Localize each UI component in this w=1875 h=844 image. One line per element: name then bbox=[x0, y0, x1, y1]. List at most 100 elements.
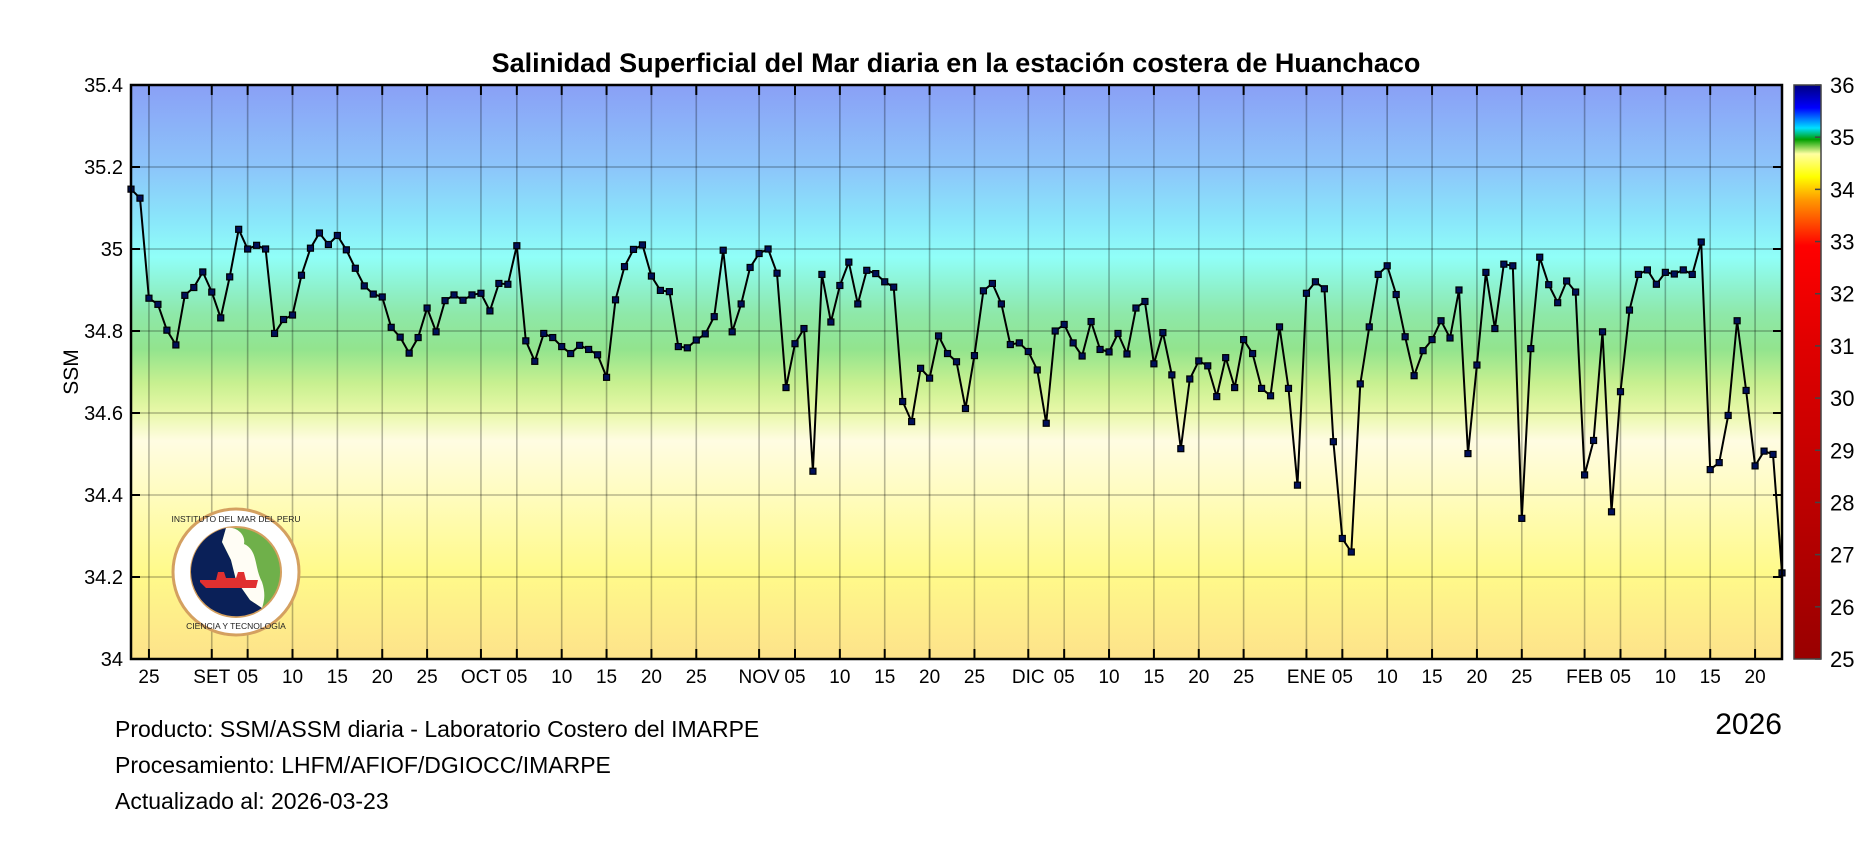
data-point bbox=[1150, 360, 1158, 368]
data-point bbox=[1679, 266, 1687, 274]
data-point bbox=[755, 249, 763, 258]
data-point bbox=[1329, 438, 1337, 446]
x-tick-label: 20 bbox=[641, 667, 662, 688]
x-tick-label: 05 bbox=[1054, 667, 1075, 688]
plot-background bbox=[131, 85, 1782, 659]
data-point bbox=[1293, 481, 1302, 489]
data-point bbox=[154, 300, 162, 308]
data-point bbox=[1446, 334, 1454, 342]
y-tick-label: 34.6 bbox=[84, 403, 123, 425]
data-point bbox=[1563, 277, 1571, 285]
data-point bbox=[1401, 333, 1409, 341]
data-point bbox=[1482, 268, 1490, 276]
colorbar-tick-label: 25 bbox=[1830, 647, 1854, 672]
colorbar-tick-label: 33 bbox=[1830, 230, 1854, 255]
data-point bbox=[1661, 268, 1669, 276]
data-point bbox=[1643, 266, 1652, 274]
data-point bbox=[988, 279, 996, 288]
data-point bbox=[441, 297, 449, 305]
data-point bbox=[342, 246, 350, 254]
data-point bbox=[279, 315, 288, 324]
data-point bbox=[1159, 329, 1167, 337]
colorbar-tick-label: 30 bbox=[1830, 386, 1854, 411]
data-point bbox=[190, 283, 198, 292]
data-point bbox=[845, 258, 853, 266]
data-point bbox=[1715, 459, 1723, 467]
data-point bbox=[1572, 288, 1580, 296]
data-point bbox=[1383, 262, 1391, 270]
data-point bbox=[827, 318, 835, 326]
data-point bbox=[1096, 345, 1104, 354]
data-point bbox=[1087, 317, 1095, 326]
data-point bbox=[1177, 445, 1185, 453]
data-point bbox=[1302, 289, 1311, 297]
data-point bbox=[450, 291, 458, 299]
x-tick-label: SET bbox=[193, 667, 230, 688]
data-point bbox=[360, 282, 368, 290]
data-point bbox=[1240, 336, 1248, 344]
data-point bbox=[1724, 411, 1732, 420]
data-point bbox=[217, 314, 225, 322]
data-point bbox=[728, 328, 736, 336]
y-tick-label: 34 bbox=[101, 649, 123, 671]
data-point bbox=[602, 373, 611, 381]
data-point bbox=[1545, 281, 1553, 289]
x-tick-label: 20 bbox=[1466, 667, 1487, 688]
x-tick-label: NOV bbox=[739, 667, 781, 688]
x-tick-label: OCT bbox=[461, 667, 502, 688]
data-point bbox=[1213, 393, 1221, 401]
data-point bbox=[1042, 419, 1050, 427]
x-tick-label: 05 bbox=[506, 667, 527, 688]
data-point bbox=[208, 288, 216, 296]
data-point bbox=[423, 304, 431, 312]
data-point bbox=[665, 288, 673, 296]
colorbar-tick-label: 36 bbox=[1830, 73, 1854, 98]
data-point bbox=[288, 311, 297, 319]
data-point bbox=[1616, 388, 1625, 396]
x-tick-label: 10 bbox=[282, 667, 303, 688]
x-tick-label: 10 bbox=[829, 667, 850, 688]
x-tick-label: 10 bbox=[1655, 667, 1676, 688]
data-point bbox=[1580, 471, 1589, 479]
y-tick-label: 34.4 bbox=[84, 485, 123, 507]
x-tick-label: 15 bbox=[1143, 667, 1164, 688]
footer-processing: Procesamiento: LHFM/AFIOF/DGIOCC/IMARPE bbox=[115, 752, 611, 778]
data-point bbox=[504, 280, 512, 288]
data-point bbox=[620, 263, 629, 271]
data-point bbox=[333, 231, 341, 240]
x-tick-label: 25 bbox=[417, 667, 438, 688]
data-point bbox=[1652, 280, 1660, 288]
data-point bbox=[611, 296, 620, 304]
y-tick-label: 35.4 bbox=[84, 75, 123, 97]
x-tick-label: 25 bbox=[138, 667, 159, 688]
data-point bbox=[737, 300, 745, 308]
data-point bbox=[1231, 383, 1239, 392]
data-point bbox=[558, 342, 566, 351]
colorbar bbox=[1793, 84, 1822, 660]
data-point bbox=[1374, 270, 1382, 279]
data-point bbox=[1473, 361, 1481, 369]
data-point bbox=[1195, 357, 1203, 365]
data-point bbox=[1123, 350, 1131, 358]
data-point bbox=[1742, 386, 1750, 395]
data-point bbox=[315, 229, 324, 237]
data-point bbox=[1006, 340, 1014, 349]
data-point bbox=[701, 330, 709, 338]
data-point bbox=[414, 333, 422, 342]
data-markers bbox=[127, 185, 1786, 577]
data-point bbox=[513, 242, 521, 250]
data-point bbox=[952, 358, 961, 366]
data-point bbox=[567, 349, 575, 358]
data-point bbox=[782, 383, 790, 392]
x-tick-label: 15 bbox=[327, 667, 348, 688]
data-point bbox=[979, 287, 988, 295]
data-point bbox=[1670, 270, 1678, 278]
data-point bbox=[1688, 270, 1696, 279]
data-point bbox=[593, 351, 602, 359]
data-point bbox=[1132, 304, 1140, 312]
data-point bbox=[1114, 329, 1122, 338]
data-point bbox=[656, 286, 664, 295]
x-tick-label: 10 bbox=[1098, 667, 1119, 688]
data-point bbox=[1634, 270, 1643, 279]
